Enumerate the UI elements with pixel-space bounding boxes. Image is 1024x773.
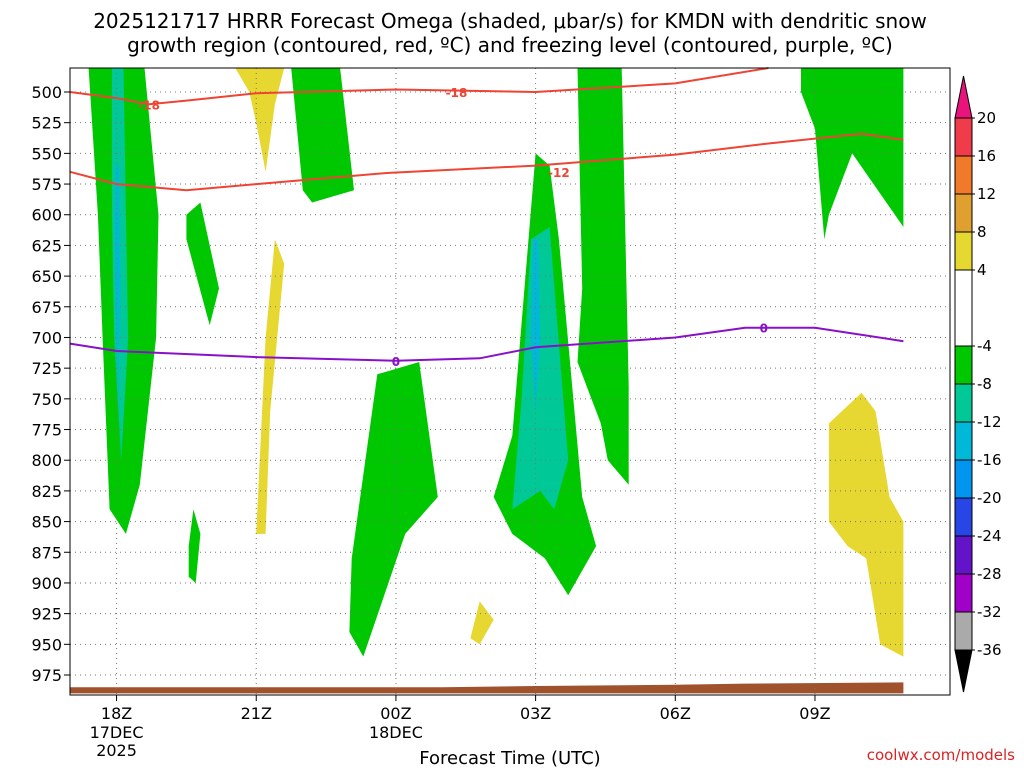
x-tick-date: 17DEC (90, 723, 144, 742)
y-tick-label: 500 (31, 83, 62, 102)
x-tick-year: 2025 (96, 741, 137, 760)
colorbar-tick-label: -12 (977, 413, 1002, 431)
omega-region-12 (531, 239, 541, 412)
y-tick-label: 900 (31, 574, 62, 593)
chart-title-line2: growth region (contoured, red, ºC) and f… (127, 33, 893, 57)
omega-region-13 (577, 68, 629, 485)
y-tick-label: 925 (31, 605, 62, 624)
omega-region-9 (470, 601, 494, 645)
colorbar-tick-label: -36 (977, 641, 1002, 659)
colorbar: 20 16 12 8 4 -4 -8 -12 -16 -20 -24 -28 -32 -36 (954, 75, 1002, 693)
x-tick-label: 06Z (660, 704, 691, 723)
colorbar-band-10 (954, 535, 973, 575)
colorbar-band-11 (954, 573, 973, 613)
y-tick-label: 550 (31, 144, 62, 163)
y-tick-label: 975 (31, 666, 62, 685)
omega-region-5 (235, 68, 285, 172)
y-tick-label: 575 (31, 175, 62, 194)
x-tick-label: 09Z (799, 704, 830, 723)
x-tick-label: 18Z (101, 704, 132, 723)
omega-region-8 (349, 362, 438, 657)
colorbar-tick-label: -20 (977, 489, 1002, 507)
omega-region-7 (291, 68, 354, 203)
y-tick-label: 800 (31, 451, 62, 470)
omega-region-6 (256, 239, 285, 534)
colorbar-tick-label: -4 (977, 337, 992, 355)
colorbar-tick-label: -8 (977, 375, 992, 393)
freezing-level-b-label: 0 (760, 322, 768, 336)
colorbar-band-6 (954, 383, 973, 423)
dgz-contour-minus18-line (69, 67, 769, 106)
credit-text: coolwx.com/models (867, 746, 1015, 764)
colorbar-bottom-arrow (954, 649, 973, 693)
colorbar-tick-label: -28 (977, 565, 1002, 583)
y-tick-label: 625 (31, 236, 62, 255)
x-tick-label: 03Z (520, 704, 551, 723)
dgz-minus18-b-label: -18 (446, 86, 468, 100)
colorbar-band-12 (954, 611, 973, 651)
x-tick-label: 21Z (241, 704, 272, 723)
omega-region-2 (115, 165, 121, 412)
contour-lines: -18 -18 -12 0 0 (69, 67, 904, 369)
colorbar-tick-label: -24 (977, 527, 1002, 545)
y-tick-label: 825 (31, 482, 62, 501)
x-axis-label: Forecast Time (UTC) (419, 748, 600, 768)
y-tick-label: 600 (31, 206, 62, 225)
colorbar-tick-label: -32 (977, 603, 1002, 621)
y-tick-label: 950 (31, 635, 62, 654)
colorbar-band-1 (954, 155, 973, 195)
y-tick-label: 725 (31, 359, 62, 378)
colorbar-band-0 (954, 117, 973, 157)
omega-region-4 (188, 509, 201, 583)
terrain-fill (70, 682, 904, 694)
freezing-level-contour-line (69, 326, 904, 362)
colorbar-band-4 (954, 269, 973, 347)
pressure-axis: 500 525 550 575 600 625 650 675 700 725 750 775 800 8… (31, 83, 70, 685)
y-tick-label: 750 (31, 390, 62, 409)
y-tick-label: 850 (31, 513, 62, 532)
x-tick-label: 00Z (380, 704, 411, 723)
dgz-contour-minus12-line (69, 132, 904, 192)
chart-title-line1: 2025121717 HRRR Forecast Omega (shaded, … (93, 9, 927, 33)
y-tick-label: 700 (31, 328, 62, 347)
terrain-layer (70, 682, 904, 694)
omega-region-3 (186, 202, 219, 326)
colorbar-tick-label: 12 (977, 185, 996, 203)
plot-frame (69, 67, 951, 696)
colorbar-band-9 (954, 497, 973, 537)
y-tick-label: 650 (31, 267, 62, 286)
y-tick-label: 675 (31, 298, 62, 317)
dgz-minus12-label: -12 (548, 166, 570, 180)
colorbar-band-2 (954, 193, 973, 233)
y-tick-label: 775 (31, 421, 62, 440)
colorbar-band-7 (954, 421, 973, 461)
colorbar-tick-label: 8 (977, 223, 987, 241)
omega-region-15 (828, 392, 904, 657)
colorbar-band-8 (954, 459, 973, 499)
freezing-level-a-label: 0 (392, 355, 400, 369)
colorbar-tick-label: 20 (977, 109, 996, 127)
y-tick-label: 525 (31, 114, 62, 133)
colorbar-band-3 (954, 231, 973, 271)
omega-shading (88, 68, 904, 657)
colorbar-tick-label: 16 (977, 147, 996, 165)
y-tick-label: 875 (31, 543, 62, 562)
colorbar-tick-label: -16 (977, 451, 1002, 469)
dgz-minus18-a-label: -18 (138, 98, 160, 112)
colorbar-band-5 (954, 345, 973, 385)
x-tick-date: 18DEC (369, 723, 423, 742)
colorbar-tick-label: 4 (977, 261, 987, 279)
omega-region-14 (801, 68, 904, 240)
